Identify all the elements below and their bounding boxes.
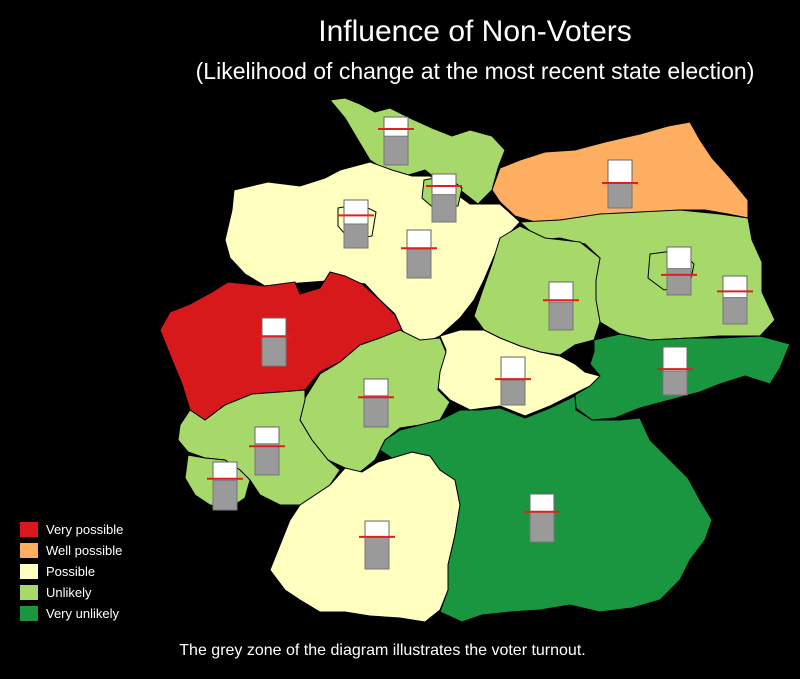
turnout-fill [431, 194, 457, 223]
gauge-nordrhein-westfalen [256, 317, 292, 367]
legend-swatch [20, 606, 38, 621]
legend-label: Well possible [46, 543, 123, 558]
gauge-mecklenburg-vorpommern [602, 159, 638, 209]
turnout-fill [363, 395, 389, 428]
legend-label: Possible [46, 564, 96, 579]
turnout-fill [343, 223, 369, 249]
gauge-baden-wuerttemberg [359, 520, 395, 570]
turnout-fill [364, 536, 390, 570]
turnout-fill [722, 297, 748, 325]
gauge-rheinland-pfalz [249, 426, 285, 476]
gauge-brandenburg [717, 275, 753, 325]
gauge-hessen [358, 378, 394, 428]
legend-swatch [20, 522, 38, 537]
map-title: Influence of Non-Voters [318, 15, 632, 48]
gauge-hamburg [426, 173, 462, 223]
footnote: The grey zone of the diagram illustrates… [179, 642, 586, 659]
legend-swatch [20, 564, 38, 579]
turnout-fill [666, 268, 692, 296]
turnout-fill [529, 511, 555, 543]
gauge-bremen [338, 199, 374, 249]
gauge-sachsen-anhalt [543, 281, 579, 331]
map-subtitle: (Likelihood of change at the most recent… [195, 58, 755, 84]
turnout-fill [406, 248, 432, 279]
turnout-fill [607, 182, 633, 209]
legend-label: Unlikely [46, 585, 92, 600]
turnout-fill [548, 301, 574, 331]
gauge-sachsen [657, 346, 693, 396]
gauge-berlin [661, 246, 697, 296]
gauge-saarland [207, 461, 243, 511]
gauge-niedersachsen [401, 229, 437, 279]
gauge-bayern [524, 493, 560, 543]
turnout-fill [261, 336, 287, 367]
legend-label: Very possible [46, 522, 124, 537]
turnout-fill [662, 370, 688, 396]
gauge-schleswig-holstein [378, 116, 414, 166]
legend-item-very-unlikely: Very unlikely [20, 603, 123, 624]
legend-swatch [20, 585, 38, 600]
gauge-thueringen [495, 356, 531, 406]
legend: Very possible Well possible Possible Unl… [20, 519, 123, 624]
turnout-fill [500, 379, 526, 406]
legend-item-well-possible: Well possible [20, 540, 123, 561]
legend-swatch [20, 543, 38, 558]
legend-item-very-possible: Very possible [20, 519, 123, 540]
legend-item-possible: Possible [20, 561, 123, 582]
turnout-fill [383, 135, 409, 166]
legend-label: Very unlikely [46, 606, 119, 621]
turnout-fill [254, 443, 280, 476]
legend-item-unlikely: Unlikely [20, 582, 123, 603]
turnout-fill [212, 479, 238, 511]
